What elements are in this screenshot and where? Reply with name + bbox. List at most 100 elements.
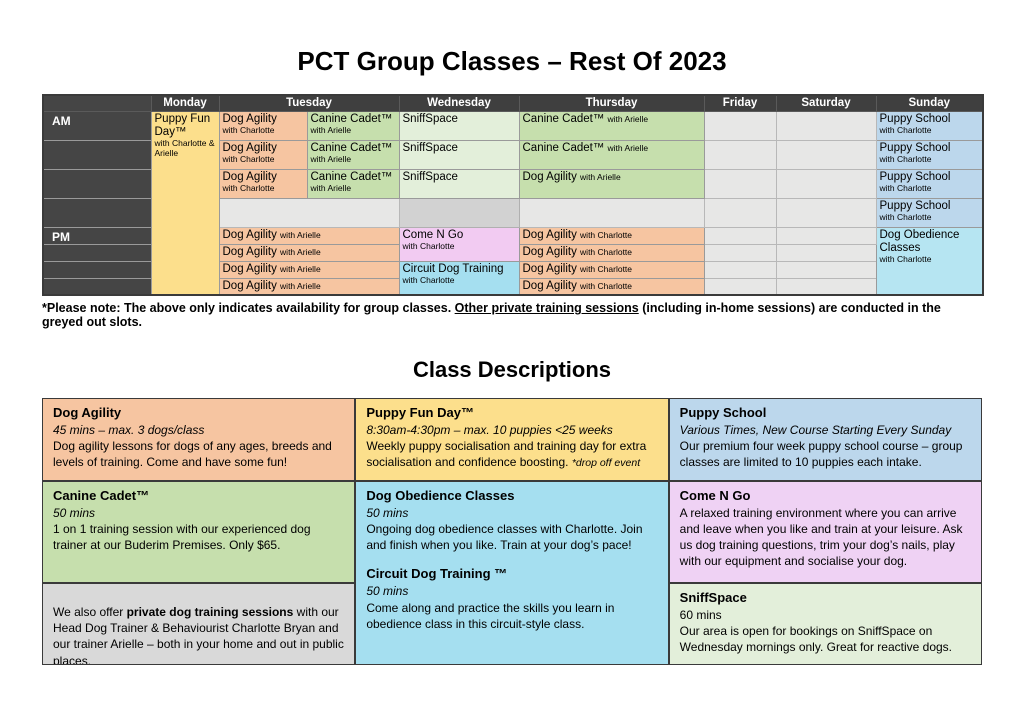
- cell-sub: with Arielle: [280, 229, 321, 240]
- cell-friday-greyed: [703, 260, 777, 279]
- cell-sub: with Arielle: [280, 263, 321, 274]
- cell-wednesday-greyed: [398, 197, 520, 228]
- header-tuesday: Tuesday: [218, 94, 400, 112]
- card-dog-agility: Dog Agility 45 mins – max. 3 dogs/class …: [42, 398, 356, 481]
- cell-title: Dog Agility: [522, 228, 577, 241]
- cell-sub: with Charlotte: [879, 211, 932, 222]
- cell-title: Puppy School: [879, 141, 951, 154]
- card-sniffspace: SniffSpace 60 mins Our area is open for …: [668, 583, 982, 665]
- cell-sunday-pm-dog-obedience: Dog Obedience Classes with Charlotte: [875, 226, 984, 296]
- cell-title: Dog Agility: [222, 279, 277, 292]
- pm-label: PM: [42, 226, 152, 245]
- card-subtitle: 50 mins: [53, 505, 96, 520]
- cell-sub: with Arielle: [607, 113, 649, 124]
- card-body-text: We also offer: [53, 605, 127, 619]
- cell-sub: with Charlotte: [222, 153, 275, 164]
- header-wednesday: Wednesday: [398, 94, 520, 112]
- cell-title: Canine Cadet™: [310, 141, 393, 154]
- cell-sub: with Charlotte: [580, 263, 633, 274]
- cell-thursday-am2-canine-cadet: Canine Cadet™ with Arielle: [518, 139, 705, 170]
- cell-wednesday-am2-sniffspace: SniffSpace: [398, 139, 520, 170]
- cell-friday-greyed: [703, 139, 777, 170]
- cell-wednesday-am3-sniffspace: SniffSpace: [398, 168, 520, 199]
- cell-sunday-am4-puppy-school: Puppy School with Charlotte: [875, 197, 984, 228]
- cell-title: Dog Agility: [222, 112, 277, 125]
- cell-wednesday-pm-come-n-go: Come N Go with Charlotte: [398, 226, 520, 262]
- cell-sub: with Arielle: [310, 153, 352, 164]
- header-thursday: Thursday: [518, 94, 705, 112]
- card-title: Canine Cadet™: [53, 488, 150, 503]
- cell-sub: with Charlotte: [580, 280, 633, 291]
- time-slot: [42, 168, 152, 199]
- card-body: Ongoing dog obedience classes with Charl…: [366, 522, 643, 553]
- card-body: Our area is open for bookings on SniffSp…: [679, 624, 953, 655]
- card-title: Circuit Dog Training ™: [366, 566, 508, 582]
- card-body: We also offer private dog training sessi…: [53, 604, 344, 665]
- time-slot: [42, 139, 152, 170]
- cell-sub: with Arielle: [607, 142, 649, 153]
- cell-thursday-pm1-dog-agility: Dog Agility with Charlotte: [518, 226, 705, 245]
- cell-title: Circuit Dog Training: [402, 262, 504, 275]
- cell-tuesday-pm1-dog-agility: Dog Agility with Arielle: [218, 226, 400, 245]
- schedule-row-pm3: Dog Agility with Arielle Circuit Dog Tra…: [42, 260, 983, 296]
- page-title: PCT Group Classes – Rest Of 2023: [297, 46, 727, 76]
- cell-sub: with Arielle: [310, 124, 352, 135]
- card-subtitle: Various Times, New Course Starting Every…: [679, 422, 952, 437]
- cell-title: Come N Go: [402, 228, 464, 241]
- cell-title: SniffSpace: [402, 170, 458, 183]
- cell-sub: with Charlotte: [879, 182, 932, 193]
- cell-title: Dog Agility: [522, 170, 577, 183]
- schedule-row-am3: Dog Agility with Charlotte Canine Cadet™…: [42, 168, 984, 199]
- card-title: Puppy School: [679, 405, 767, 420]
- schedule-header-row: Monday Tuesday Wednesday Thursday Friday…: [42, 94, 984, 112]
- cell-saturday-greyed: [775, 226, 877, 245]
- card-body-text: with our Head Dog Trainer & Behaviourist…: [53, 605, 344, 665]
- cell-saturday-greyed: [775, 260, 877, 279]
- cell-title: Dog Obedience Classes: [879, 228, 960, 254]
- cell-thursday-pm2-dog-agility: Dog Agility with Charlotte: [518, 243, 705, 262]
- cell-title: Dog Agility: [222, 228, 277, 241]
- cell-sub: with Charlotte: [879, 253, 932, 264]
- drop-off-event-tag: *drop off event: [571, 457, 641, 470]
- cell-wednesday-am1-sniffspace: SniffSpace: [398, 110, 520, 141]
- card-subtitle: 8:30am-4:30pm – max. 10 puppies <25 week…: [366, 422, 613, 437]
- cell-saturday-greyed: [775, 277, 877, 296]
- footnote-text: *Please note: The above only indicates a…: [42, 301, 455, 315]
- cell-title: Dog Agility: [522, 279, 577, 292]
- cell-tuesday-greyed: [218, 197, 400, 228]
- circuit-dog-training-section: Circuit Dog Training ™ 50 mins Come alon…: [366, 566, 657, 631]
- card-body-bold-text: private dog training sessions: [126, 605, 294, 619]
- cell-sunday-am3-puppy-school: Puppy School with Charlotte: [875, 168, 984, 199]
- cell-sub: with Charlotte: [402, 274, 455, 285]
- cell-title: Canine Cadet™: [310, 170, 393, 183]
- card-body-text: Weekly puppy socialisation and training …: [366, 439, 647, 470]
- footnote-text: (including in-home sessions) are conduct…: [42, 301, 941, 329]
- cell-friday-greyed: [703, 243, 777, 262]
- cell-thursday-pm3-dog-agility: Dog Agility with Charlotte: [518, 260, 705, 279]
- header-sunday: Sunday: [875, 94, 984, 112]
- cell-title: Puppy School: [879, 112, 951, 125]
- card-title: Dog Obedience Classes: [366, 488, 515, 503]
- cell-tuesday-pm2-dog-agility: Dog Agility with Arielle: [218, 243, 400, 262]
- cell-thursday-am3-dog-agility: Dog Agility with Arielle: [518, 168, 705, 199]
- cell-sub: with Charlotte: [222, 124, 275, 135]
- cell-sub: with Charlotte: [222, 182, 275, 193]
- schedule-row-pm4: Dog Agility with Arielle Dog Agility wit…: [42, 277, 983, 296]
- cell-title: Dog Agility: [522, 262, 577, 275]
- cell-title: Canine Cadet™: [310, 112, 393, 125]
- cell-monday-puppy-fun-day: Puppy Fun Day™ with Charlotte & Arielle: [150, 110, 220, 296]
- schedule-row-am4: Puppy School with Charlotte: [42, 197, 984, 228]
- card-subtitle: 60 mins: [679, 607, 722, 622]
- cell-saturday-greyed: [775, 139, 877, 170]
- cell-title: Dog Agility: [522, 245, 577, 258]
- cell-sunday-am2-puppy-school: Puppy School with Charlotte: [875, 139, 984, 170]
- cell-sub: with Arielle: [310, 182, 352, 193]
- cell-title: Puppy School: [879, 199, 951, 212]
- time-slot: [42, 277, 152, 296]
- card-subtitle: 45 mins – max. 3 dogs/class: [53, 422, 205, 437]
- schedule-row-am1: AM Puppy Fun Day™ with Charlotte & Ariel…: [42, 110, 984, 296]
- cell-saturday-greyed: [775, 168, 877, 199]
- header-saturday: Saturday: [775, 94, 877, 112]
- cell-title: Dog Agility: [222, 170, 277, 183]
- card-obedience-and-circuit: Dog Obedience Classes 50 mins Ongoing do…: [355, 481, 669, 665]
